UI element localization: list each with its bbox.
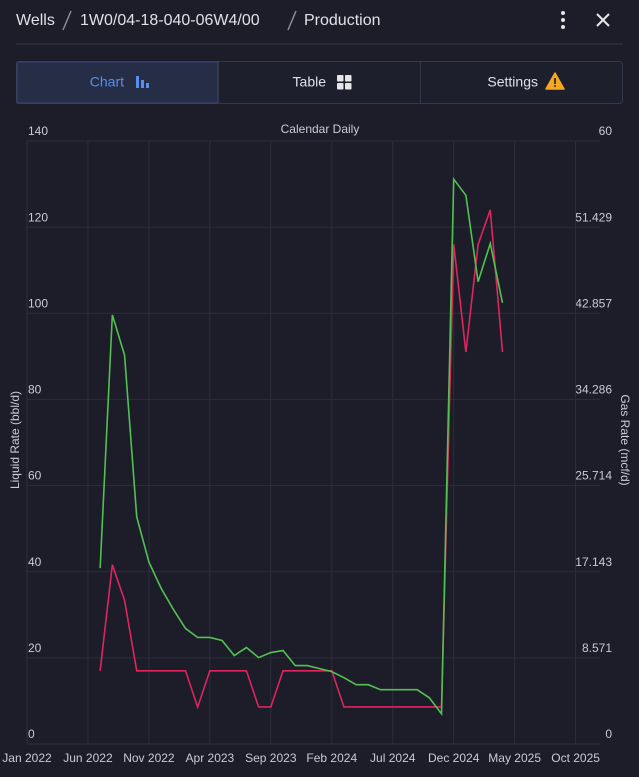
tab-label[interactable]: Chart [90,74,124,90]
x-tick-label: Nov 2022 [123,751,175,765]
y-tick-label: 40 [28,555,42,569]
y2-tick-label: 8.571 [582,641,612,655]
y2-tick-label: 34.286 [575,383,612,397]
y-tick-label: 100 [28,296,48,310]
y-tick-label: 0 [28,727,35,741]
breadcrumb[interactable]: Wells [16,12,55,29]
tab-label[interactable]: Table [293,74,327,90]
data-line [99,176,504,717]
y-tick-label: 120 [28,210,48,224]
x-tick-label: Oct 2025 [551,751,600,765]
chart-title: Calendar Daily [281,122,360,136]
y-tick-label: 80 [28,383,42,397]
breadcrumb[interactable]: 1W0/04-18-040-06W4/00 [80,12,260,29]
y2-axis-label: Gas Rate (mcf/d) [618,394,632,485]
x-tick-label: Feb 2024 [306,751,357,765]
separator [287,10,297,31]
tab-label[interactable]: Settings [487,74,538,90]
y-tick-label: 20 [28,641,42,655]
x-tick-label: Apr 2023 [186,751,235,765]
x-tick-label: Jan 2022 [2,751,52,765]
warning-icon [545,72,565,90]
x-tick-label: Jun 2022 [63,751,113,765]
x-tick-label: Dec 2024 [428,751,480,765]
close-button[interactable] [596,13,610,27]
x-tick-label: Sep 2023 [245,751,297,765]
y-tick-label: 140 [28,124,48,138]
y2-tick-label: 51.429 [575,210,612,224]
x-tick-label: Jul 2024 [370,751,416,765]
y-axis-label: Liquid Rate (bbl/d) [8,391,22,489]
table-icon [337,75,352,90]
chart-icon [136,76,149,88]
breadcrumb: Production [304,12,381,29]
separator [62,10,72,31]
y2-tick-label: 25.714 [575,469,612,483]
x-tick-label: May 2025 [488,751,541,765]
y2-tick-label: 42.857 [575,296,612,310]
tab-active[interactable] [16,61,219,104]
menu-button[interactable] [561,11,565,29]
y2-tick-label: 17.143 [575,555,612,569]
y2-tick-label: 0 [605,727,612,741]
y2-tick-label: 60 [599,124,613,138]
y-tick-label: 60 [28,469,42,483]
plot: 0 20 40 60 80 100 120 140 0 8.571 17.143 25.714 34.2… [2,124,612,765]
